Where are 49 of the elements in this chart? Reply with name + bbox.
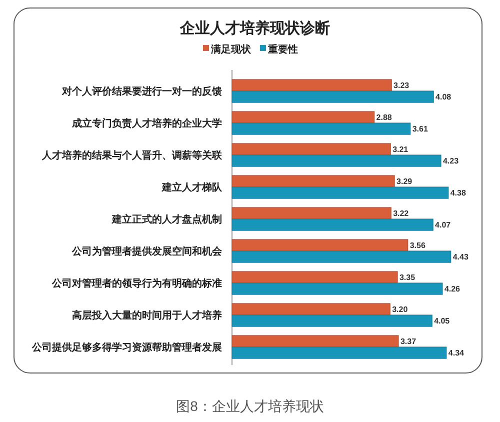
bar (232, 314, 432, 327)
bar (232, 143, 391, 156)
caption: 图8：企业人才培养现状 (176, 398, 324, 414)
y-tick-label: 公司提供足够多得学习资源帮助管理者发展 (31, 342, 222, 354)
y-tick-label: 建立人才梯队 (161, 182, 223, 194)
data-label: 4.23 (442, 156, 460, 166)
y-tick-label: 公司为管理者提供发展空间和机会 (71, 246, 223, 258)
y-tick-label: 建立正式的人才盘点机制 (111, 214, 222, 226)
data-label: 3.21 (392, 145, 409, 154)
legend-label: 重要性 (267, 44, 298, 56)
chart-title: 企业人才培养现状诊断 (179, 19, 330, 37)
bar (232, 186, 449, 199)
data-label: 3.61 (412, 124, 428, 134)
bar (232, 239, 408, 252)
data-label: 3.22 (393, 209, 410, 218)
bar (232, 111, 375, 124)
data-label: 3.35 (399, 273, 416, 282)
bar (232, 79, 392, 92)
y-tick-label: 对个人评价结果要进行一对一的反馈 (61, 86, 222, 98)
bar (232, 303, 390, 316)
data-label: 4.38 (450, 188, 466, 198)
bar (232, 250, 452, 263)
data-label: 3.29 (396, 177, 413, 186)
bar (232, 271, 398, 284)
bar (232, 207, 392, 220)
bar (232, 218, 434, 231)
data-label: 3.23 (394, 81, 410, 90)
data-label: 4.43 (452, 252, 469, 262)
data-label: 4.07 (435, 220, 452, 230)
data-label: 4.05 (434, 316, 450, 326)
data-label: 4.34 (448, 348, 465, 358)
data-label: 3.37 (400, 337, 417, 346)
bar (232, 346, 447, 359)
data-label: 3.56 (410, 241, 426, 250)
bar (232, 122, 411, 135)
y-tick-label: 高层投入大量的时间用于人才培养 (72, 310, 222, 322)
legend-label: 满足现状 (210, 44, 252, 56)
data-label: 3.20 (392, 305, 408, 314)
bar (232, 154, 442, 167)
bar (232, 175, 395, 188)
bar (232, 335, 399, 348)
y-tick-label: 成立专门负责人才培养的企业大学 (71, 118, 222, 130)
bar (232, 90, 434, 103)
bar (232, 282, 443, 295)
y-tick-label: 公司对管理者的领导行为有明确的标准 (51, 278, 222, 290)
data-label: 4.26 (444, 284, 461, 294)
data-label: 4.08 (436, 92, 452, 102)
data-label: 2.88 (376, 113, 392, 122)
y-tick-label: 人才培养的结果与个人晋升、调薪等关联 (41, 150, 223, 162)
